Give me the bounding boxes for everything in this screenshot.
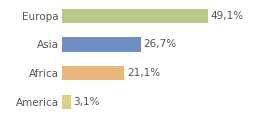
- Bar: [62, 37, 141, 52]
- Bar: [62, 95, 71, 109]
- Text: 49,1%: 49,1%: [210, 11, 243, 21]
- Bar: [62, 9, 208, 23]
- Bar: [62, 66, 125, 80]
- Text: 3,1%: 3,1%: [73, 97, 100, 107]
- Text: 21,1%: 21,1%: [127, 68, 160, 78]
- Text: 26,7%: 26,7%: [144, 39, 177, 49]
